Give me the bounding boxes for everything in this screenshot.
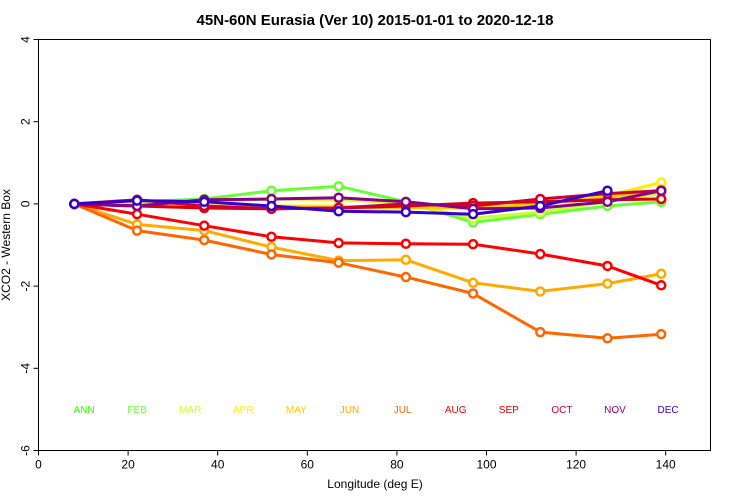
data-point-aug (131, 208, 143, 220)
data-point-feb (333, 180, 344, 192)
data-point-jul (266, 249, 277, 260)
x-axis-label: Longitude (deg E) (327, 477, 422, 491)
legend-item-dec: DEC (658, 405, 679, 416)
data-point-nov (400, 196, 412, 208)
legend-item-jun: JUN (340, 405, 359, 416)
chart-title: 45N-60N Eurasia (Ver 10) 2015-01-01 to 2… (197, 12, 554, 29)
series-markers (69, 177, 667, 344)
legend: ANN FEB MAR APR MAY JUN JUL AUG SEP OCT NOV DEC (73, 405, 678, 416)
data-point-aug (333, 237, 344, 249)
data-point-jul (131, 225, 143, 236)
x-tick-label: 80 (390, 458, 404, 472)
legend-item-apr: APR (233, 405, 254, 416)
legend-item-sep: SEP (499, 405, 519, 416)
x-tick-label: 0 (35, 458, 42, 472)
data-point-dec (333, 206, 344, 217)
data-point-jul (535, 326, 546, 338)
data-point-nov (333, 192, 344, 203)
data-point-feb (266, 185, 277, 196)
data-point-dec (467, 208, 479, 220)
data-point-jun (535, 286, 546, 297)
data-point-aug (400, 238, 412, 250)
data-point-jun (400, 254, 412, 266)
axis-ticks: 0 20 40 60 80 100 120 140 -6 -4 -2 0 2 4 (19, 36, 677, 472)
data-point-dec (400, 206, 412, 218)
data-point-jul (333, 257, 344, 268)
data-point-jun (602, 278, 613, 289)
y-tick-label: -6 (19, 445, 33, 456)
data-point-aug (602, 260, 613, 272)
x-tick-label: 100 (476, 458, 496, 472)
legend-item-aug: AUG (445, 405, 467, 416)
y-tick-label: 0 (19, 200, 33, 207)
data-point-jul (400, 271, 412, 283)
y-tick-label: 4 (19, 36, 33, 43)
x-tick-label: 20 (121, 458, 135, 472)
series-line-nov (74, 189, 662, 211)
data-point-aug (655, 280, 667, 291)
series-line-jun (73, 202, 662, 293)
data-point-nov (602, 196, 613, 208)
legend-item-jul: JUL (394, 405, 412, 416)
data-point-jul (602, 333, 613, 344)
series-lines (73, 181, 662, 340)
plot-frame (38, 39, 711, 451)
data-point-jun (655, 268, 667, 280)
y-axis-label: XCO2 - Western Box (0, 189, 13, 301)
data-point-dec (266, 200, 277, 212)
data-point-dec (131, 195, 143, 206)
data-point-dec (535, 200, 546, 212)
y-tick-label: -2 (19, 280, 33, 291)
data-point-aug (266, 231, 277, 243)
legend-item-feb: FEB (127, 405, 147, 416)
data-point-aug (535, 248, 546, 260)
legend-item-nov: NOV (604, 405, 626, 416)
data-point-aug (199, 220, 210, 231)
data-point-nov (655, 185, 667, 196)
series-line-jul (73, 202, 662, 340)
data-point-dec (69, 198, 80, 210)
legend-item-oct: OCT (551, 405, 572, 416)
x-tick-label: 40 (211, 458, 225, 472)
data-point-sep (655, 193, 667, 205)
legend-item-may: MAY (286, 405, 307, 416)
y-tick-label: 2 (19, 118, 33, 125)
legend-item-ann: ANN (73, 405, 94, 416)
data-point-aug (467, 238, 479, 250)
data-point-jul (655, 328, 667, 340)
x-tick-label: 120 (566, 458, 586, 472)
x-tick-label: 60 (301, 458, 315, 472)
series-line-aug (74, 202, 662, 287)
data-point-jul (467, 288, 479, 299)
legend-item-mar: MAR (179, 405, 201, 416)
data-point-jul (199, 234, 210, 246)
data-point-jun (467, 277, 479, 289)
y-tick-label: -4 (19, 363, 33, 374)
x-tick-label: 140 (656, 458, 676, 472)
data-point-dec (602, 185, 613, 196)
data-point-dec (199, 196, 210, 208)
